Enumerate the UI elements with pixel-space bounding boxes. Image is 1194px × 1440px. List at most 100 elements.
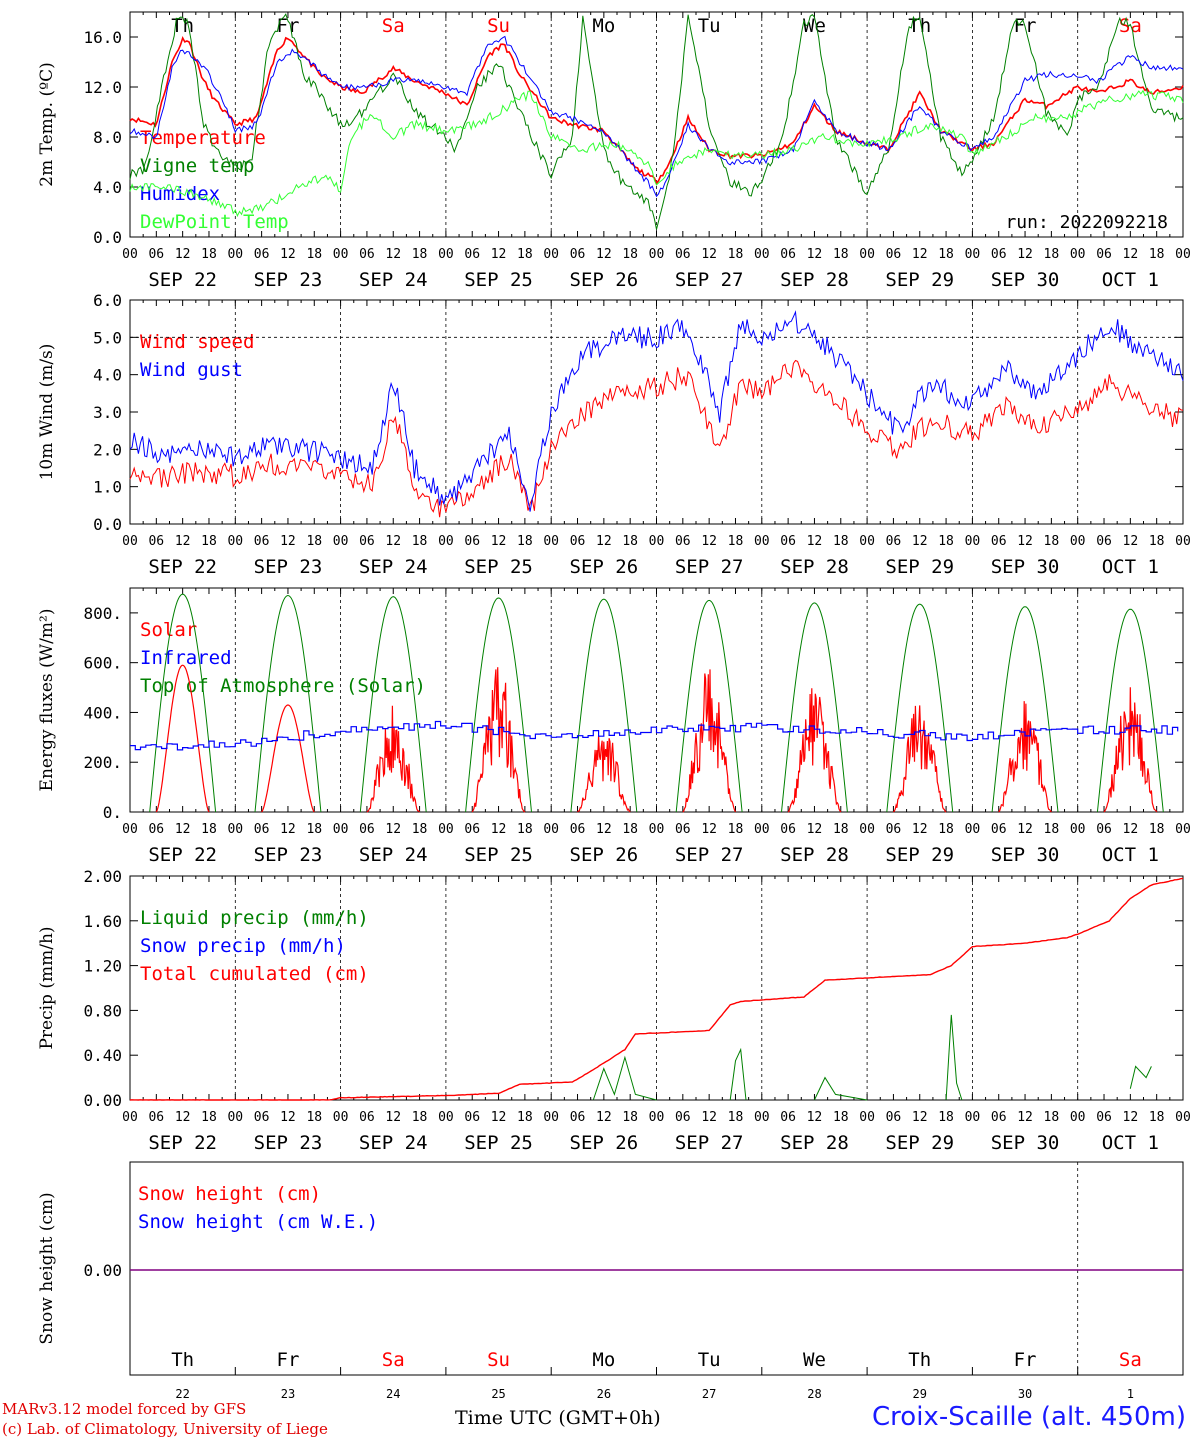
hour-label: 12 <box>385 247 401 262</box>
hour-label: 12 <box>385 1110 401 1125</box>
hour-label: 00 <box>649 247 665 262</box>
hour-label: 18 <box>306 822 322 837</box>
y-tick-label: 5.0 <box>93 328 122 347</box>
hour-label: 12 <box>1123 247 1139 262</box>
y-tick-label: 0.00 <box>83 1091 122 1110</box>
date-label: SEP 24 <box>359 269 428 291</box>
hour-label: 00 <box>859 534 875 549</box>
date-label: SEP 27 <box>675 269 744 291</box>
legend-entry: Snow precip (mm/h) <box>140 935 346 957</box>
hour-label: 00 <box>649 1110 665 1125</box>
hour-label: 06 <box>991 247 1007 262</box>
lab-credit: (c) Lab. of Climatology, University of L… <box>2 1420 328 1438</box>
y-axis-label: Energy fluxes (W/m²) <box>37 609 57 792</box>
hour-label: 18 <box>201 247 217 262</box>
series-line-wind-speed <box>129 359 1184 518</box>
hour-label: 18 <box>201 822 217 837</box>
hour-label: 00 <box>754 534 770 549</box>
hour-label: 06 <box>780 1110 796 1125</box>
hour-label: 12 <box>1017 822 1033 837</box>
date-label: SEP 28 <box>780 844 849 866</box>
series-line-solar <box>471 667 526 813</box>
hour-label: 00 <box>438 534 454 549</box>
hour-label: 18 <box>306 247 322 262</box>
hour-label: 00 <box>859 822 875 837</box>
panel-frame-energy <box>129 587 1184 813</box>
hour-label: 18 <box>728 822 744 837</box>
hour-label: 06 <box>675 534 691 549</box>
hour-label: 00 <box>1070 247 1086 262</box>
hour-label: 06 <box>1096 534 1112 549</box>
series-line-solar <box>1103 687 1158 813</box>
hour-label: 06 <box>570 822 586 837</box>
hour-label: 06 <box>1096 1110 1112 1125</box>
hour-label: 06 <box>148 1110 164 1125</box>
y-tick-label: 16.0 <box>83 28 122 47</box>
hour-label: 12 <box>280 1110 296 1125</box>
weekday-label: Sa <box>1119 15 1142 37</box>
day-number: 22 <box>175 1387 189 1401</box>
hour-label: 12 <box>280 247 296 262</box>
hour-label: 00 <box>649 534 665 549</box>
date-label: SEP 28 <box>780 269 849 291</box>
hour-label: 18 <box>622 247 638 262</box>
weekday-label: Sa <box>1119 1349 1142 1371</box>
hour-label: 18 <box>412 247 428 262</box>
hour-label: 06 <box>780 534 796 549</box>
date-label: SEP 24 <box>359 1132 428 1154</box>
hour-label: 18 <box>306 1110 322 1125</box>
y-tick-label: 1.0 <box>93 478 122 497</box>
series-line-solar <box>682 669 737 813</box>
date-label: OCT 1 <box>1102 1132 1159 1154</box>
hour-label: 12 <box>912 1110 928 1125</box>
date-label: SEP 25 <box>464 269 533 291</box>
y-tick-label: 0.0 <box>93 228 122 247</box>
hour-label: 06 <box>1096 822 1112 837</box>
legend-entry: DewPoint Temp <box>140 211 289 233</box>
hour-label: 12 <box>175 822 191 837</box>
y-axis-label: Precip (mm/h) <box>37 926 57 1049</box>
hour-label: 00 <box>1070 822 1086 837</box>
legend-entry: Wind gust <box>140 359 243 381</box>
y-tick-label: 6.0 <box>93 291 122 310</box>
hour-label: 18 <box>1044 534 1060 549</box>
weekday-label: Su <box>487 15 510 37</box>
date-label: SEP 22 <box>148 269 217 291</box>
hour-label: 00 <box>1070 534 1086 549</box>
date-label: SEP 25 <box>464 556 533 578</box>
hour-label: 00 <box>1175 822 1191 837</box>
hour-label: 00 <box>333 822 349 837</box>
hour-label: 18 <box>728 534 744 549</box>
weekday-label: Su <box>487 1349 510 1371</box>
hour-label: 18 <box>412 822 428 837</box>
hour-label: 06 <box>991 534 1007 549</box>
hour-label: 12 <box>807 1110 823 1125</box>
date-label: OCT 1 <box>1102 556 1159 578</box>
y-tick-label: 200. <box>83 753 122 772</box>
hour-label: 06 <box>464 247 480 262</box>
hour-label: 00 <box>754 1110 770 1125</box>
hour-label: 12 <box>912 534 928 549</box>
hour-label: 00 <box>965 247 981 262</box>
hour-label: 06 <box>359 247 375 262</box>
y-tick-label: 0.40 <box>83 1046 122 1065</box>
hour-label: 18 <box>517 822 533 837</box>
date-label: SEP 27 <box>675 844 744 866</box>
hour-label: 00 <box>859 1110 875 1125</box>
hour-label: 12 <box>807 247 823 262</box>
date-label: SEP 29 <box>885 556 954 578</box>
series-line-infrared <box>130 720 1179 751</box>
hour-label: 00 <box>122 822 138 837</box>
date-label: OCT 1 <box>1102 844 1159 866</box>
series-line-toa-solar <box>886 603 954 813</box>
legend-entry: Infrared <box>140 647 232 669</box>
hour-label: 12 <box>596 822 612 837</box>
weekday-label: Th <box>908 1349 931 1371</box>
y-tick-label: 0.0 <box>93 515 122 534</box>
hour-label: 18 <box>412 534 428 549</box>
hour-label: 12 <box>1017 534 1033 549</box>
y-tick-label: 0.80 <box>83 1001 122 1020</box>
hour-label: 00 <box>754 822 770 837</box>
hour-label: 00 <box>438 822 454 837</box>
date-label: SEP 30 <box>991 1132 1060 1154</box>
